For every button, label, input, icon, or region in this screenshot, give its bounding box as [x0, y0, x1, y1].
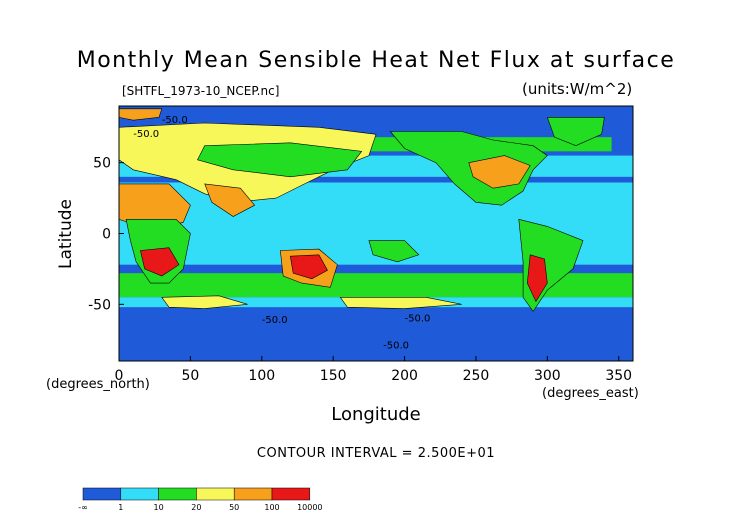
chart-title: Monthly Mean Sensible Heat Net Flux at s… — [76, 48, 676, 73]
colorbar-legend: -∞ 1 10 20 50 100 10000 — [78, 487, 323, 512]
units-label: (units:W/m^2) — [522, 80, 633, 98]
contour-label: -50.0 — [405, 313, 431, 324]
x-tick-label: 0 — [115, 368, 124, 384]
x-tick-label: 350 — [605, 368, 632, 384]
contour-label: -50.0 — [162, 115, 188, 126]
contour-labels: -50.0 -50.0 -50.0 -50.0 -50.0 — [133, 115, 430, 351]
greenland-land — [546, 117, 605, 147]
x-tick-label: 200 — [391, 368, 418, 384]
contour-label: -50.0 — [383, 340, 409, 351]
south-pacific-warm — [339, 296, 462, 309]
colorbar-label: 10000 — [297, 503, 322, 512]
contour-interval-label: CONTOUR INTERVAL = 2.500E+01 — [256, 446, 496, 461]
colorbar-label: 100 — [264, 503, 279, 512]
colorbar-swatch — [120, 487, 159, 501]
x-tick-label: 150 — [320, 368, 347, 384]
file-name-label: [SHTFL_1973-10_NCEP.nc] — [122, 84, 280, 98]
x-tick-label: 250 — [463, 368, 490, 384]
x-tick-label: 300 — [534, 368, 561, 384]
land-patches — [118, 108, 605, 312]
y-axis-unit: (degrees_north) — [46, 377, 150, 392]
colorbar-label: 10 — [154, 503, 164, 512]
colorbar-label: 20 — [191, 503, 201, 512]
south-america-hot — [526, 254, 548, 303]
colorbar-swatch — [82, 487, 122, 501]
y-tick-label: -50 — [88, 297, 111, 313]
south-ocean-warm — [161, 295, 248, 309]
africa-hot — [140, 247, 180, 277]
contour-label: -50.0 — [133, 129, 159, 140]
pacific-green-patch — [368, 240, 420, 263]
y-axis-ticks: 50 0 -50 — [88, 156, 124, 313]
colorbar-label: 50 — [229, 503, 239, 512]
australia-hot — [289, 254, 328, 280]
colorbar-label: 1 — [118, 503, 123, 512]
colorbar-label: -∞ — [78, 503, 88, 512]
colorbar-swatch — [158, 487, 197, 501]
x-axis-label: Longitude — [331, 404, 421, 425]
colorbar-swatch — [196, 487, 235, 501]
contour-label: -50.0 — [262, 315, 288, 326]
y-tick-label: 50 — [93, 156, 111, 172]
y-tick-label: 0 — [102, 227, 111, 243]
north-america-warm — [468, 155, 531, 189]
north-america-land — [389, 131, 548, 206]
colorbar-swatch — [271, 487, 311, 501]
x-axis-ticks: 0 50 100 150 200 250 300 350 — [115, 356, 632, 384]
colorbar-swatch — [233, 487, 273, 501]
plot-area: -50.0 -50.0 -50.0 -50.0 -50.0 — [118, 105, 634, 362]
x-tick-label: 50 — [181, 368, 199, 384]
x-axis-unit: (degrees_east) — [542, 386, 639, 401]
india-asia-warm — [204, 183, 256, 217]
eurasia-green — [197, 142, 363, 178]
x-tick-label: 100 — [248, 368, 275, 384]
